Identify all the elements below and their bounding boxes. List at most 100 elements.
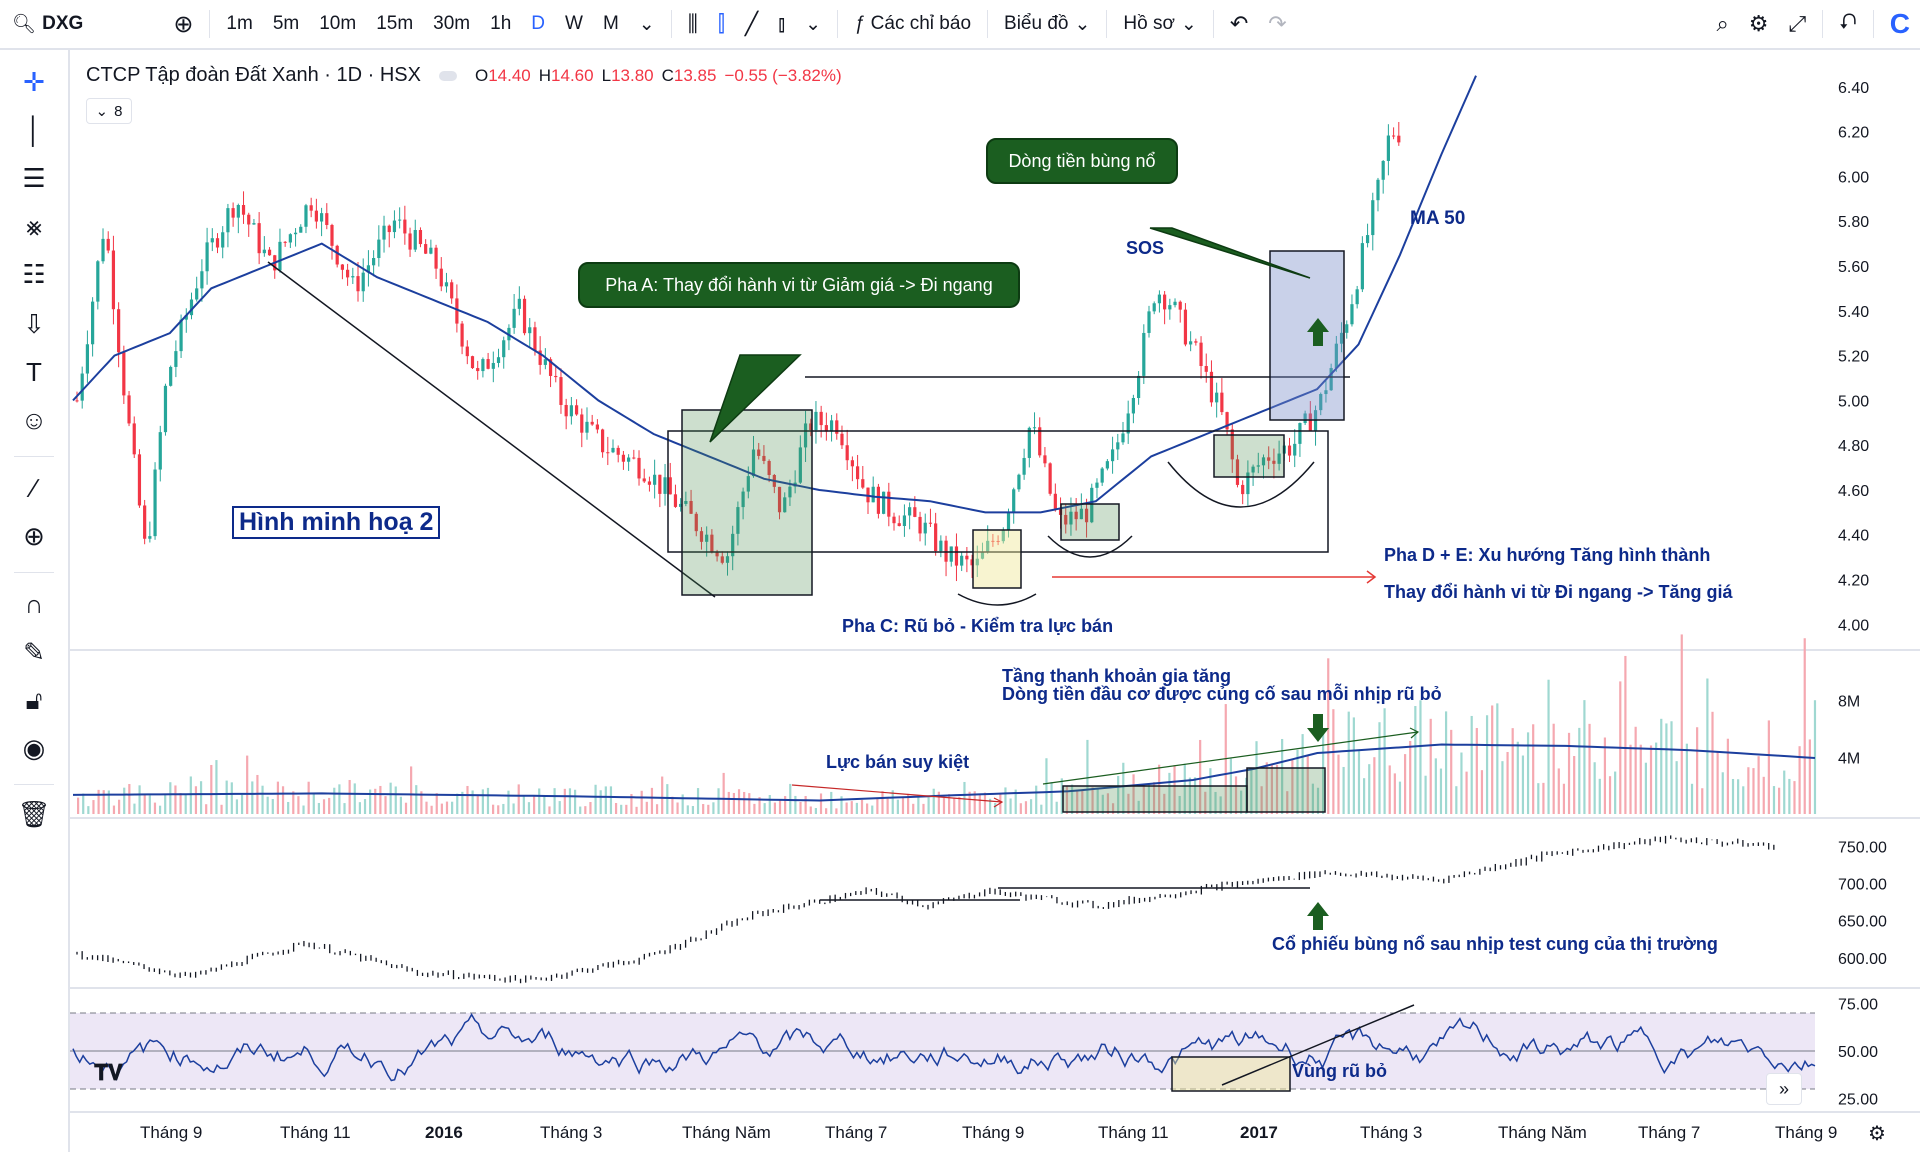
profile-menu-button[interactable]: Hồ sơ ⌄ (1113, 13, 1206, 36)
price-candle (1272, 460, 1276, 464)
price-candle (1246, 472, 1250, 495)
price-candle (424, 244, 428, 254)
chart-style-dropdown[interactable]: ⌄ (795, 13, 831, 36)
interval-10m[interactable]: 10m (319, 13, 357, 34)
share-icon[interactable]: ⮏ (1839, 9, 1857, 34)
trend-line-icon[interactable]: │ (25, 115, 43, 145)
interval-1m[interactable]: 1m (226, 13, 253, 34)
high-value: 14.60 (551, 65, 594, 85)
lock-pencil-icon[interactable]: ✎ (23, 637, 45, 667)
price-candle (949, 546, 953, 562)
index-note-label: Cổ phiếu bùng nổ sau nhịp test cung của … (1272, 934, 1718, 954)
change-value: −0.55 (−3.82%) (724, 65, 842, 85)
scroll-to-realtime-button[interactable]: » (1766, 1073, 1802, 1105)
indicators-collapse-button[interactable]: ⌄ 8 (86, 98, 132, 124)
legend-dot-icon[interactable] (438, 70, 457, 81)
volume-bar (189, 776, 192, 814)
interval-group: 1m 5m 10m 15m 30m 1h D W M (216, 13, 628, 35)
interval-dropdown[interactable]: ⌄ (629, 13, 665, 36)
tradingview-logo[interactable]: 𝐓𝐕 (94, 1060, 123, 1085)
price-candle (855, 466, 860, 480)
settings-gear-icon[interactable]: ⚙ (1748, 11, 1769, 36)
volume-bar (420, 791, 423, 814)
volume-axis-tick: 8M (1838, 694, 1860, 711)
arrow-down-icon[interactable]: ⇩ (23, 309, 45, 339)
app-logo[interactable]: C (1889, 8, 1910, 39)
interval-M[interactable]: M (602, 13, 619, 34)
interval-5m[interactable]: 5m (272, 13, 300, 34)
price-candle (1147, 311, 1151, 333)
compare-add-button[interactable]: ⊕ (163, 10, 203, 39)
price-candle (1329, 368, 1333, 391)
volume-bar (1347, 711, 1350, 814)
close-label: C (661, 65, 674, 85)
price-candle (788, 486, 792, 498)
chart-canvas[interactable]: 4.00 4.20 4.40 4.60 4.80 5.00 5.20 5.40 5.60 5.80… (70, 50, 1920, 1152)
magnet-icon[interactable]: ∩ (24, 589, 44, 619)
quick-search-icon[interactable]: ⌕ (1716, 11, 1729, 36)
price-candle (803, 423, 808, 448)
volume-bar (102, 790, 105, 814)
price-candle (736, 507, 740, 534)
trash-icon[interactable]: 🗑︎ (17, 799, 51, 829)
grid (70, 649, 1920, 1113)
symbol-search[interactable]: 🔍︎ DXG (0, 12, 93, 36)
volume-bar (1158, 764, 1161, 814)
interval-W[interactable]: W (565, 13, 583, 34)
volume-bar (1301, 734, 1304, 814)
price-candle (1001, 529, 1005, 542)
redo-icon[interactable]: ↷ (1268, 11, 1287, 36)
crosshair-icon[interactable]: ✛ (23, 67, 45, 97)
interval-30m[interactable]: 30m (433, 13, 471, 34)
time-axis-tick: Tháng 9 (1775, 1123, 1837, 1142)
price-candle (434, 247, 438, 269)
chart-menu-button[interactable]: Biểu đồ ⌄ (994, 13, 1100, 36)
phase-de-arrowhead (1366, 570, 1377, 584)
open-label: O (474, 65, 489, 85)
phase-de-label: Pha D + E: Xu hướng Tăng hình thành (1384, 545, 1711, 565)
annotation-drawings (267, 227, 1420, 1092)
money-flow-callout: Dòng tiền bùng nổ (986, 138, 1178, 184)
price-candle (1137, 375, 1141, 399)
volume-bar (492, 804, 495, 814)
interval-D[interactable]: D (531, 13, 546, 34)
price-candle (1339, 332, 1344, 344)
candle-style-icon[interactable]: ⫿ (717, 11, 725, 36)
volume-bar (307, 781, 310, 814)
volume-bar (1690, 783, 1694, 814)
hollow-candle-icon[interactable]: ⫾ (778, 11, 786, 36)
price-candle (1256, 465, 1260, 467)
price-candle (824, 425, 828, 432)
price-candle (1012, 489, 1016, 513)
volume-bar (194, 786, 198, 814)
fib-retracement-icon[interactable]: ☰ (22, 163, 46, 193)
fullscreen-icon[interactable]: ⤢ (1788, 11, 1807, 36)
volume-bar (558, 801, 561, 814)
text-tool-icon[interactable]: T (26, 357, 42, 387)
volume-bar (184, 794, 187, 814)
pattern-icon[interactable]: ⨳ (25, 211, 43, 241)
line-style-icon[interactable]: ╱ (744, 11, 759, 36)
price-candle (267, 249, 272, 256)
interval-1h[interactable]: 1h (490, 13, 512, 34)
lock-icon[interactable]: 🔓︎ (25, 685, 43, 715)
price-candle (346, 269, 350, 278)
volume-bar (374, 788, 377, 814)
index-axis-tick: 650.00 (1838, 914, 1887, 931)
ruler-icon[interactable]: ∕ (31, 473, 37, 503)
forecast-icon[interactable]: ☷ (22, 259, 46, 289)
zoom-in-icon[interactable]: ⊕ (23, 521, 45, 551)
volume-bar (1716, 752, 1719, 814)
volume-bar (1614, 771, 1617, 814)
undo-icon[interactable]: ↶ (1229, 11, 1249, 36)
bar-style-icon[interactable]: ⫼ (687, 11, 698, 36)
volume-bar (1065, 786, 1069, 814)
high-label: H (538, 65, 552, 85)
volume-trend-line (1042, 731, 1419, 785)
interval-15m[interactable]: 15m (376, 13, 414, 34)
indicators-button[interactable]: ƒ Các chỉ báo (844, 13, 981, 35)
volume-bar (1403, 754, 1407, 814)
eye-icon[interactable]: ◉ (22, 733, 46, 763)
price-candle (1116, 442, 1120, 450)
emoji-icon[interactable]: ☺ (20, 405, 48, 435)
